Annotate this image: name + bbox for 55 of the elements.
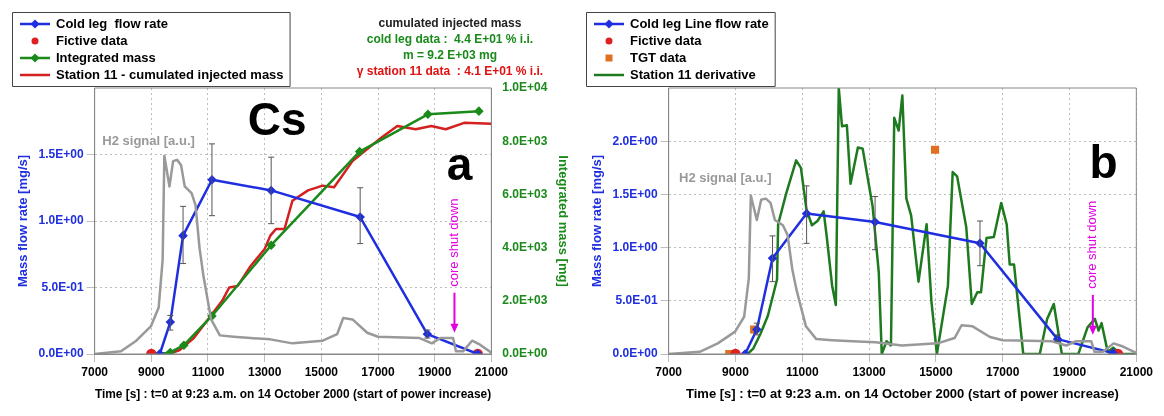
legend-label: Station 11 derivative	[630, 66, 756, 82]
annotation: Cs	[247, 93, 307, 146]
annotation: H2 signal [a.u.]	[102, 132, 195, 148]
legend-label: Integrated mass	[56, 49, 156, 65]
annotation: H2 signal [a.u.]	[679, 170, 772, 186]
y-tick-label: 1.0E+00	[612, 239, 658, 254]
y-tick-label: 0.0E+00	[612, 346, 658, 361]
y2-tick-label: 8.0E+03	[502, 133, 548, 148]
y-tick-label: 1.5E+00	[38, 146, 84, 161]
y-tick-label: 2.0E+00	[612, 133, 658, 148]
x-tick-label: 21000	[1119, 364, 1154, 379]
x-tick-label: 9000	[137, 364, 165, 379]
legend-label: Station 11 - cumulated injected mass	[56, 66, 284, 82]
y-tick-label: 1.5E+00	[612, 186, 658, 201]
x-tick-label: 17000	[986, 364, 1020, 379]
y2-tick-label: 4.0E+03	[502, 239, 548, 254]
y2-tick-label: 0.0E+00	[502, 346, 548, 361]
legend-label: Cold leg flow rate	[56, 15, 168, 31]
y2-tick-label: 6.0E+03	[502, 186, 548, 201]
annotation: core shut down	[1084, 200, 1100, 289]
x-tick-label: 13000	[852, 364, 887, 379]
y-tick-label: 5.0E-01	[615, 293, 658, 308]
annotation: a	[446, 138, 473, 191]
annotation: core shut down	[446, 198, 462, 287]
x-tick-label: 11000	[785, 364, 819, 379]
x-tick-label: 17000	[361, 364, 396, 379]
legend-label: Fictive data	[56, 32, 129, 48]
x-tick-label: 11000	[191, 364, 225, 379]
text: cumulated injected mass	[378, 16, 522, 31]
legend-label: TGT data	[630, 49, 688, 65]
x-tick-label: 7000	[81, 364, 109, 379]
x-tick-label: 15000	[919, 364, 953, 379]
text: γ station 11 data : 4.1 E+01 % i.i.	[356, 64, 544, 79]
y-tick-label: 0.0E+00	[38, 346, 84, 361]
y-axis-title: Mass flow rate [mg/s]	[15, 154, 31, 288]
y2-tick-label: 2.0E+03	[502, 293, 548, 308]
y-tick-label: 1.0E+00	[38, 213, 84, 228]
y-axis-title: Mass flow rate [mg/s]	[589, 154, 605, 288]
x-tick-label: 7000	[655, 364, 683, 379]
x-tick-label: 19000	[1052, 364, 1087, 379]
text: m = 9.2 E+03 mg	[402, 48, 498, 63]
legend-label: Cold leg Line flow rate	[630, 15, 769, 31]
x-axis-title: Time [s] : t=0 at 9:23 a.m. on 14 October 2000 (start of power increase)	[94, 386, 492, 401]
x-tick-label: 13000	[247, 364, 282, 379]
y-tick-label: 5.0E-01	[41, 279, 84, 294]
x-tick-label: 15000	[304, 364, 339, 379]
legend-label: Fictive data	[630, 32, 703, 48]
y2-axis-title: Integrated mass [mg]	[555, 155, 571, 287]
annotation: b	[1089, 135, 1118, 188]
x-tick-label: 19000	[418, 364, 452, 379]
x-axis-title: Time [s] : t=0 at 9:23 a.m. on 14 October 2000 (start of power increase)	[686, 385, 1119, 401]
text: cold leg data : 4.4 E+01 % i.i.	[366, 32, 534, 47]
x-tick-label: 9000	[722, 364, 750, 379]
y2-tick-label: 1.0E+04	[502, 80, 548, 95]
x-tick-label: 21000	[474, 364, 509, 379]
